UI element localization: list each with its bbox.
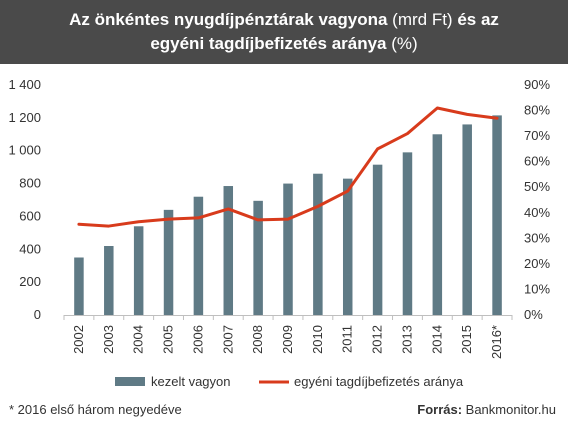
bar-kezelt-vagyon	[74, 257, 84, 315]
title-conjunction-text: és az	[457, 10, 499, 29]
source-credit: Forrás: Bankmonitor.hu	[417, 402, 556, 417]
combo-chart: 0 200 400 600 800 1 000 1 200 1 400 0% 10% 20% 30% 4…	[8, 77, 550, 389]
x-tick-label: 2002	[71, 325, 86, 354]
line-tagdijbefizetes-arany	[77, 106, 499, 228]
x-tick-label: 2015	[459, 325, 474, 354]
x-tick-label: 2006	[190, 325, 205, 354]
chart-title-line-2: egyéni tagdíjbefizetés aránya (%)	[0, 33, 568, 55]
y-right-tick-label: 70%	[524, 128, 550, 143]
y-right-tick-label: 10%	[524, 281, 550, 296]
x-tick-label: 2003	[101, 325, 116, 354]
bar-kezelt-vagyon	[104, 246, 114, 315]
x-tick-label: 2007	[220, 325, 235, 354]
x-tick-label: 2009	[280, 325, 295, 354]
y-left-tick-label: 600	[19, 208, 41, 223]
x-tick-label: 2011	[340, 325, 355, 353]
y-left-tick-label: 1 400	[8, 77, 41, 92]
y-left-tick-label: 1 000	[8, 143, 41, 158]
bar-kezelt-vagyon	[253, 200, 263, 315]
bar-kezelt-vagyon	[193, 196, 204, 315]
x-tick-label: 2005	[161, 325, 176, 354]
bar-kezelt-vagyon	[372, 164, 383, 315]
bar-kezelt-vagyon	[342, 178, 353, 315]
chart-title-line-1: Az önkéntes nyugdíjpénztárak vagyona (mr…	[0, 9, 568, 31]
bar-kezelt-vagyon	[163, 209, 174, 315]
y-right-tick-label: 30%	[524, 230, 550, 245]
y-right-tick-label: 40%	[524, 205, 550, 220]
y-left-tick-label: 1 200	[8, 110, 41, 125]
title-percent-unit: (%)	[386, 34, 418, 53]
y-left-tick-label: 0	[34, 307, 41, 322]
title-secondary-text: egyéni tagdíjbefizetés aránya	[150, 34, 387, 53]
y-right-tick-label: 20%	[524, 256, 550, 271]
title-main-text: Az önkéntes nyugdíjpénztárak vagyona	[69, 10, 388, 29]
x-tick-label: 2008	[250, 325, 265, 354]
footnote: * 2016 első három negyedéve	[9, 402, 182, 417]
bar-kezelt-vagyon	[402, 152, 413, 315]
bar-kezelt-vagyon	[223, 186, 234, 315]
x-tick-label: 2014	[429, 325, 444, 354]
bar-kezelt-vagyon	[283, 183, 293, 315]
title-unit-text: (mrd Ft)	[387, 10, 458, 29]
y-left-tick-label: 200	[19, 274, 41, 289]
legend-line-label: egyéni tagdíjbefizetés aránya	[294, 374, 464, 389]
y-right-tick-label: 90%	[524, 77, 550, 92]
x-tick-label: 2013	[399, 325, 414, 354]
bar-kezelt-vagyon	[133, 226, 144, 315]
x-tick-label: 2004	[131, 325, 146, 354]
x-tick-label: 2012	[370, 325, 385, 354]
bar-kezelt-vagyon	[432, 134, 443, 315]
bar-kezelt-vagyon	[462, 124, 472, 315]
legend-bar-swatch	[115, 377, 145, 386]
legend-bar-label: kezelt vagyon	[151, 374, 231, 389]
y-right-tick-label: 0%	[524, 307, 543, 322]
bar-kezelt-vagyon	[492, 115, 502, 315]
y-left-tick-label: 400	[19, 241, 41, 256]
source-value: Bankmonitor.hu	[462, 402, 556, 417]
y-left-tick-label: 800	[19, 176, 41, 191]
chart-title-banner: Az önkéntes nyugdíjpénztárak vagyona (mr…	[0, 0, 568, 64]
x-tick-label: 2016*	[489, 325, 504, 359]
y-right-tick-label: 80%	[524, 103, 550, 118]
x-tick-label: 2010	[310, 325, 325, 354]
y-right-tick-label: 50%	[524, 179, 550, 194]
source-label: Forrás:	[417, 402, 463, 417]
bar-kezelt-vagyon	[313, 173, 323, 315]
y-right-tick-label: 60%	[524, 154, 550, 169]
